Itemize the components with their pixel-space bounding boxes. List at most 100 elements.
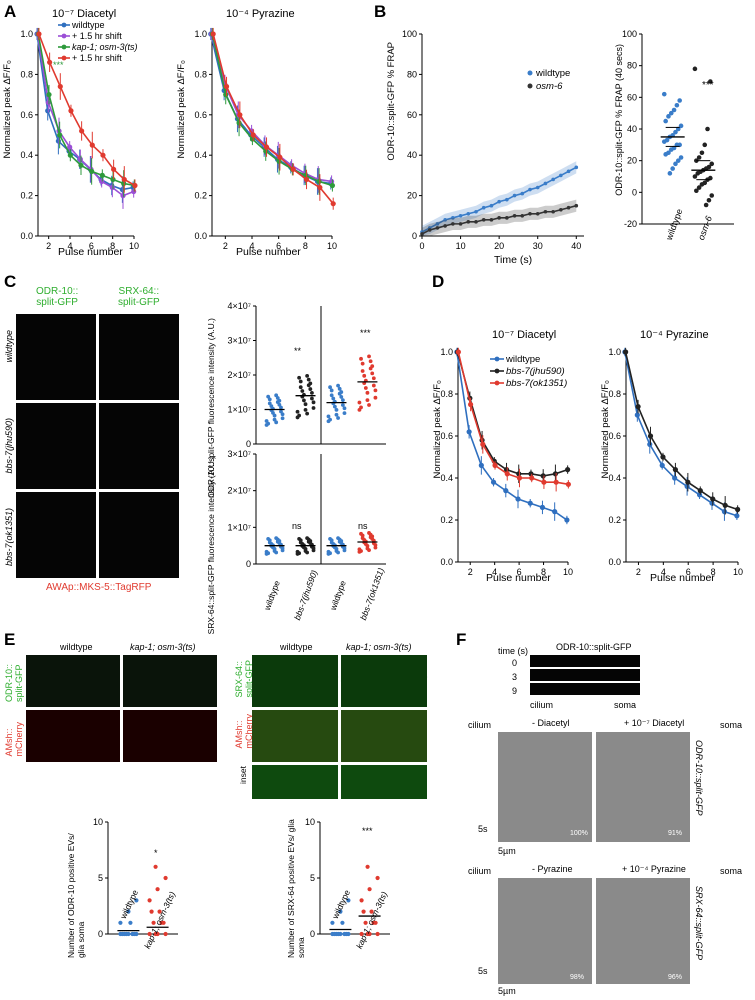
- d-legend-dot: [494, 368, 500, 374]
- a-left-ylabel: Normalized peak ΔF/F₀: [2, 60, 13, 159]
- e-right-point: [359, 931, 364, 937]
- b-left-ytick-label: 0: [412, 231, 417, 241]
- e-left-point: [147, 931, 152, 937]
- e-right-point: [365, 931, 370, 937]
- c-top-ytick-label: 0: [246, 439, 251, 449]
- a-left-point: [55, 138, 61, 144]
- a-left-ytick-label: 0.0: [20, 231, 33, 241]
- c-top-point: [331, 396, 336, 401]
- c-top-ytick-label: 4×10⁷: [227, 301, 251, 311]
- e-left-col1: wildtype: [60, 642, 93, 652]
- b-right-point: [696, 185, 702, 190]
- f-scale-t2: 5s: [478, 966, 488, 976]
- a-right-point: [316, 178, 322, 185]
- a-left-xtick-label: 6: [89, 241, 94, 251]
- c-bottom-point: [373, 543, 378, 547]
- d-right-point: [672, 475, 678, 481]
- e-left-point: [151, 920, 156, 925]
- b-right-ytick-label: 20: [627, 156, 637, 166]
- c-top-point: [359, 405, 363, 410]
- a-legend-1: wildtype: [72, 20, 105, 30]
- c-top-point: [266, 421, 271, 426]
- d-right-point: [721, 509, 728, 515]
- b-right-point: [702, 142, 708, 148]
- d-right-ylabel: Normalized peak ΔF/F₀: [600, 380, 611, 479]
- e-img-wt-gfp: [26, 655, 120, 707]
- f-strip-9: [530, 683, 640, 695]
- a-left-xlabel: Pulse number: [58, 246, 123, 258]
- a-right-ytick-label: 0.4: [194, 150, 207, 160]
- d-right-point: [635, 404, 641, 410]
- a-right-point: [263, 144, 270, 150]
- a-left-point: [77, 156, 83, 162]
- d-right-point: [685, 479, 691, 485]
- a-left-point: [47, 59, 53, 65]
- a-legend-dot: [61, 22, 67, 28]
- b-right-point: [699, 150, 705, 156]
- f-kymo-plus-pyrazine: [596, 878, 690, 984]
- c-top-point: [311, 400, 316, 405]
- a-left-point: [99, 178, 105, 185]
- b-right-point: [708, 79, 713, 84]
- b-point: [543, 209, 548, 214]
- b-point: [512, 193, 517, 198]
- c-top-point: [339, 390, 344, 394]
- c-bottom-point: [298, 538, 303, 543]
- d-left-ytick-label: 0.6: [440, 431, 453, 441]
- f-header: ODR-10::split-GFP: [556, 642, 632, 652]
- a-left-point: [100, 152, 106, 158]
- c-top-point: [371, 383, 376, 388]
- d-right-point: [660, 454, 666, 460]
- c-row1: wildtype: [4, 330, 14, 363]
- b-point: [443, 224, 447, 228]
- b-point: [551, 209, 555, 214]
- d-legend-1: wildtype: [506, 354, 541, 365]
- c-bottom-point: [359, 549, 363, 553]
- a-legend-dot: [61, 33, 67, 39]
- e-left-ytick-label: 0: [98, 929, 103, 939]
- b-legend-1: wildtype: [536, 68, 571, 79]
- c-bottom-point: [311, 546, 316, 551]
- a-right-series-line: [212, 33, 334, 205]
- b-point: [489, 203, 494, 208]
- a-right-point: [250, 132, 256, 138]
- e-left-ylabel: Number of ODR-10 positive EVs/ glia soma: [66, 833, 86, 958]
- a-left-point: [45, 108, 51, 114]
- b-right-point: [661, 139, 667, 144]
- a-left-point: [67, 152, 73, 158]
- c-top-point: [303, 402, 308, 407]
- b-point: [551, 177, 555, 182]
- d-left-xtick-label: 10: [563, 567, 573, 577]
- b-point: [535, 211, 540, 216]
- b-right-point: [692, 66, 698, 72]
- d-left-point: [466, 429, 472, 435]
- d-left-point: [504, 471, 510, 477]
- c-top-point: [308, 381, 313, 386]
- e-left-ytick-label: 5: [98, 873, 103, 883]
- c-bottom-point: [339, 539, 344, 543]
- c-top-point: [297, 375, 302, 380]
- b-point: [574, 165, 579, 170]
- c-top-point: [373, 388, 378, 393]
- e-left-point: [157, 909, 162, 914]
- e-right-point: [330, 920, 335, 925]
- b-right-point: [673, 161, 678, 167]
- f-r2-label1: - Pyrazine: [532, 864, 573, 874]
- b-left-xtick-label: 10: [456, 241, 466, 251]
- d-left-point: [490, 479, 497, 485]
- c-top-point: [329, 393, 334, 398]
- f-kymo-minus-pyrazine: [498, 878, 592, 984]
- d-right-series-line: [624, 351, 738, 511]
- a-right-xtick-label: 4: [249, 241, 254, 251]
- b-point: [481, 205, 486, 210]
- e-right-row1: SRX-64:: split-GFP: [234, 660, 254, 698]
- b-left-ytick-label: 80: [407, 69, 417, 79]
- a-right-series-line: [210, 33, 331, 185]
- f-kymo-plus-diacetyl: [596, 732, 690, 842]
- a-left-point: [121, 180, 127, 187]
- d-left-series-line: [456, 351, 568, 521]
- c-img-jhu-srx64: [99, 403, 179, 489]
- d-left-point: [503, 467, 510, 473]
- c-top-point: [311, 406, 316, 410]
- e-left-point: [163, 875, 168, 881]
